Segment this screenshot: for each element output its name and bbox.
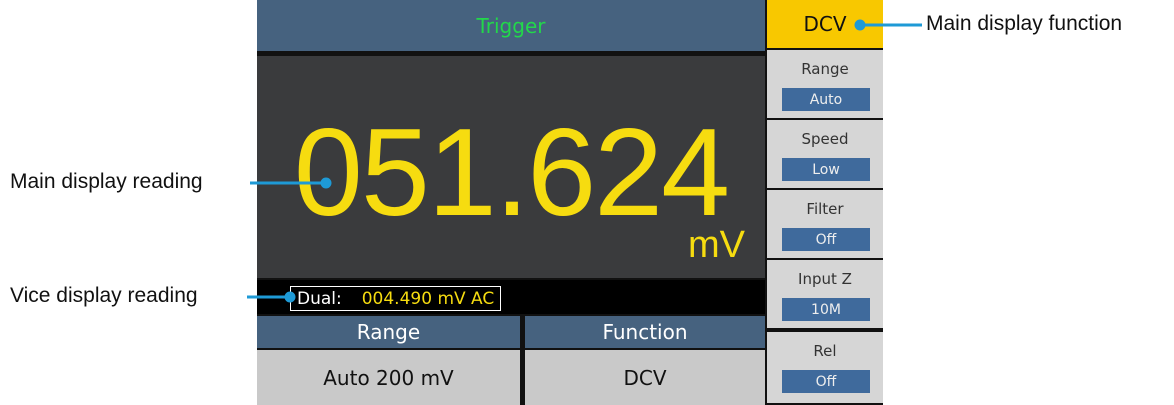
dual-box: Dual: 004.490 mV AC xyxy=(290,286,502,311)
callout-dot xyxy=(854,19,866,31)
callout-dot xyxy=(284,291,296,303)
menu-value: Off xyxy=(782,228,870,251)
bottom-value[interactable]: Auto 200 mV xyxy=(257,350,520,405)
menu-label: Filter xyxy=(806,200,844,218)
menu-item[interactable]: Input Z 10M xyxy=(767,260,883,328)
main-unit: mV xyxy=(688,224,745,266)
menu-label: Input Z xyxy=(798,270,852,288)
menu-item[interactable]: Rel Off xyxy=(767,332,883,403)
main-display: 051.624 mV xyxy=(257,56,765,278)
menu-label: Rel xyxy=(813,342,837,360)
main-reading: 051.624 xyxy=(293,104,730,242)
dual-value: 004.490 mV AC xyxy=(361,288,495,309)
menu-label: Speed xyxy=(801,130,849,148)
annotation: Main display reading xyxy=(10,170,203,193)
bottom-header: Range xyxy=(257,316,520,348)
callout-dot xyxy=(320,177,332,189)
annotation: Vice display reading xyxy=(10,284,198,307)
menu-value: Auto xyxy=(782,88,870,111)
bottom-header: Function xyxy=(525,316,765,348)
menu-label: Range xyxy=(801,60,849,78)
menu-value: Low xyxy=(782,158,870,181)
menu-item[interactable]: Speed Low xyxy=(767,120,883,188)
menu-value: 10M xyxy=(782,298,870,321)
dual-bar: Dual: 004.490 mV AC xyxy=(257,280,765,314)
menu-value: Off xyxy=(782,370,870,393)
bottom-value[interactable]: DCV xyxy=(525,350,765,405)
meter-screen: Trigger 051.624 mV Dual: 004.490 mV AC R… xyxy=(257,0,883,405)
trigger-bar: Trigger xyxy=(257,0,765,51)
annotation: Main display function xyxy=(926,12,1123,35)
dual-label: Dual: xyxy=(297,288,342,309)
menu-item[interactable]: Filter Off xyxy=(767,190,883,258)
menu-item[interactable]: Range Auto xyxy=(767,50,883,118)
